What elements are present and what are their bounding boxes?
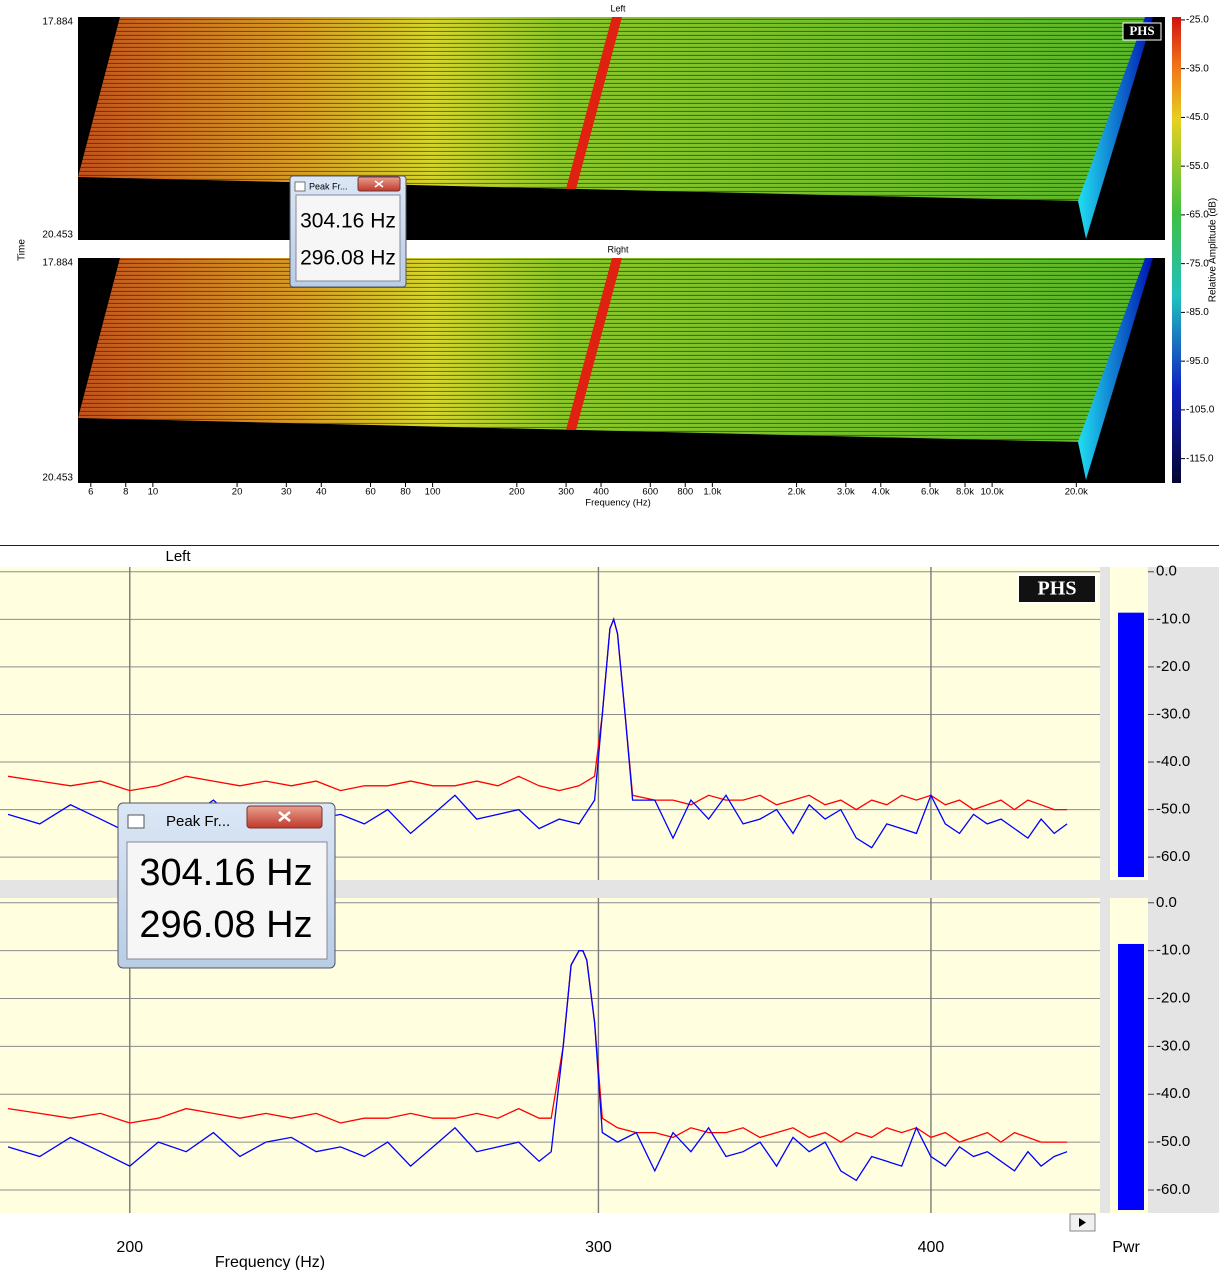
peak-frequency: 304.16 Hz — [300, 210, 396, 233]
y-tick-label: -40.0 — [1156, 753, 1190, 770]
peak-popup-small[interactable]: Peak Fr... 304.16 Hz 296.08 Hz — [289, 175, 407, 288]
power-bar — [1118, 943, 1144, 1210]
x-tick-label: 1.0k — [703, 487, 721, 498]
x-tick-label: 6.0k — [921, 487, 939, 498]
power-bar — [1118, 612, 1144, 877]
logo-top: PHS — [1122, 22, 1162, 41]
x-tick-label: 8.0k — [956, 487, 974, 498]
colorbar-tick-label: -95.0 — [1186, 356, 1209, 367]
colorbar-tick-label: -65.0 — [1186, 210, 1209, 221]
x-tick-label: 10.0k — [980, 487, 1003, 498]
x-tick-label: 80 — [400, 487, 411, 498]
logo-bottom: PHS — [1017, 574, 1097, 604]
popup-icon — [294, 181, 306, 192]
x-tick-label: 3.0k — [837, 487, 855, 498]
spectrum-line — [7, 950, 1068, 1143]
x-tick-label: 10 — [148, 487, 159, 498]
y-tick-label: -50.0 — [1156, 1133, 1190, 1150]
colorbar-tick-label: -75.0 — [1186, 258, 1209, 269]
colorbar-tick-label: -115.0 — [1186, 453, 1214, 464]
x-tick-label: 400 — [593, 487, 609, 498]
scroll-button[interactable] — [1069, 1213, 1096, 1232]
x-tick-label: 300 — [558, 487, 574, 498]
scroll-arrow — [1079, 1218, 1086, 1227]
panel-title: Left — [610, 3, 626, 13]
peak-ridge — [566, 258, 622, 430]
x-tick-label: 6 — [88, 487, 93, 498]
y-tick-label: -20.0 — [1156, 990, 1190, 1007]
x-tick-label: 30 — [281, 487, 292, 498]
colorbar-label: Relative Amplitude (dB) — [1208, 198, 1219, 303]
edge-ridge — [1078, 258, 1153, 480]
x-tick-label: 20 — [232, 487, 243, 498]
y-tick-label: 0.0 — [1156, 894, 1177, 911]
colorbar-tick-label: -105.0 — [1186, 405, 1215, 416]
logo-box — [1017, 574, 1097, 604]
waterfall-ridges — [78, 17, 1150, 201]
x-tick-label: 300 — [585, 1239, 612, 1256]
spectrum-header — [0, 546, 1219, 567]
peak-frequency: 296.08 Hz — [139, 904, 312, 946]
y-tick-label: -30.0 — [1156, 1037, 1190, 1054]
spectrum-line — [7, 950, 1068, 1182]
charts: Left 17.884 20.453 Right 17.884 20.453 Time 6 8 1… — [0, 3, 1219, 1270]
x-tick-label: 20.0k — [1065, 487, 1088, 498]
y-tick-label: -60.0 — [1156, 1181, 1190, 1198]
close-icon — [278, 811, 291, 822]
y-tick-label: -60.0 — [1156, 848, 1190, 865]
x-tick-label: 4.0k — [872, 487, 890, 498]
y-tick-label: -20.0 — [1156, 658, 1190, 675]
colorbar-tick-label: -25.0 — [1186, 15, 1209, 26]
peak-ridge — [566, 17, 622, 189]
peak-frequency: 304.16 Hz — [139, 852, 312, 894]
x-axis-label: Frequency (Hz) — [215, 1254, 325, 1270]
y-tick-label: -50.0 — [1156, 801, 1190, 818]
x-tick-label: 8 — [123, 487, 128, 498]
logo: PHS — [1129, 23, 1154, 38]
time-tick-label: 20.453 — [42, 473, 73, 484]
colorbar-tick-label: -45.0 — [1186, 112, 1209, 123]
y-tick-label: -30.0 — [1156, 705, 1190, 722]
x-axis-label: Frequency (Hz) — [585, 498, 650, 509]
x-tick-label: 800 — [677, 487, 693, 498]
popup-title: Peak Fr... — [309, 181, 348, 191]
close-icon — [374, 180, 384, 188]
x-tick-label: 40 — [316, 487, 327, 498]
y-tick-label: -10.0 — [1156, 942, 1190, 959]
x-tick-label: 2.0k — [788, 487, 806, 498]
x-tick-label: 200 — [116, 1239, 143, 1256]
y-tick-label: -40.0 — [1156, 1085, 1190, 1102]
power-label: Pwr — [1112, 1239, 1140, 1256]
popup-body — [126, 841, 328, 960]
chart-title: Left — [165, 548, 191, 565]
popup-icon — [127, 814, 145, 829]
popup-title: Peak Fr... — [166, 813, 230, 830]
logo-box — [1122, 22, 1162, 41]
time-tick-label: 17.884 — [42, 17, 73, 28]
colorbar — [1172, 17, 1181, 483]
x-tick-label: 60 — [365, 487, 376, 498]
waterfall-ridges — [78, 258, 1150, 442]
time-tick-label: 20.453 — [42, 230, 73, 241]
colorbar-tick-label: -35.0 — [1186, 63, 1209, 74]
time-tick-label: 17.884 — [42, 258, 73, 269]
x-tick-label: 200 — [509, 487, 525, 498]
edge-ridge — [1078, 17, 1153, 239]
y-tick-label: -10.0 — [1156, 610, 1190, 627]
y-tick-label: 0.0 — [1156, 563, 1177, 580]
x-tick-label: 100 — [425, 487, 441, 498]
popup-body — [295, 194, 401, 282]
colorbar-tick-label: -85.0 — [1186, 307, 1209, 318]
colorbar-tick-label: -55.0 — [1186, 161, 1209, 172]
peak-popup-large[interactable]: Peak Fr... 304.16 Hz 296.08 Hz — [117, 802, 336, 969]
peak-frequency: 296.08 Hz — [300, 247, 396, 270]
logo: PHS — [1038, 578, 1077, 600]
panel-title: Right — [607, 244, 629, 254]
x-tick-label: 600 — [642, 487, 658, 498]
x-tick-label: 400 — [918, 1239, 945, 1256]
y-axis-label: Time — [17, 239, 28, 261]
